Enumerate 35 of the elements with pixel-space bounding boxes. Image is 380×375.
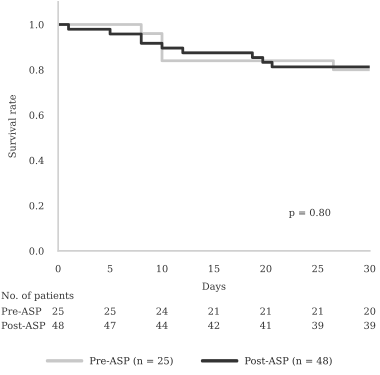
text: No. of patients bbox=[2, 292, 74, 301]
y-tick-label: 0.0 bbox=[29, 247, 44, 255]
x-tick-label: 0 bbox=[56, 264, 61, 272]
text: Post-ASP bbox=[2, 322, 46, 330]
text: 41 bbox=[260, 322, 271, 329]
x-tick-label: 30 bbox=[364, 264, 376, 272]
annotation: p = 0.80 bbox=[289, 208, 330, 218]
text: 25 bbox=[104, 307, 116, 315]
x-tick-label: 20 bbox=[260, 264, 272, 272]
text: 39 bbox=[364, 322, 376, 330]
text: 21 bbox=[208, 307, 219, 315]
text: 39 bbox=[312, 322, 324, 330]
x-tick-label: 10 bbox=[157, 264, 168, 272]
x-tick-label: 15 bbox=[208, 264, 220, 272]
legend-label: Pre-ASP (n = 25) bbox=[90, 356, 173, 366]
text: 42 bbox=[208, 322, 220, 329]
y-tick-label: 0.8 bbox=[29, 66, 44, 74]
text: 21 bbox=[312, 307, 323, 315]
text: 25 bbox=[52, 307, 64, 315]
y-tick-label: 0.2 bbox=[29, 202, 44, 210]
text: Pre-ASP bbox=[2, 307, 42, 315]
text: 44 bbox=[156, 322, 168, 329]
y-axis-title: Survival rate bbox=[8, 94, 16, 158]
y-tick-label: 0.4 bbox=[29, 156, 44, 164]
text: 20 bbox=[364, 307, 376, 315]
x-tick-label: 5 bbox=[108, 265, 112, 272]
text: 21 bbox=[260, 307, 271, 315]
legend-label: Post-ASP (n = 48) bbox=[244, 356, 332, 366]
text: 47 bbox=[104, 322, 116, 329]
y-tick-label: 1.0 bbox=[30, 20, 44, 28]
x-tick-label: 25 bbox=[312, 264, 324, 272]
text: 48 bbox=[52, 322, 64, 330]
text: 24 bbox=[156, 307, 168, 315]
x-axis-title: Days bbox=[202, 282, 226, 292]
y-tick-label: 0.6 bbox=[29, 112, 44, 119]
